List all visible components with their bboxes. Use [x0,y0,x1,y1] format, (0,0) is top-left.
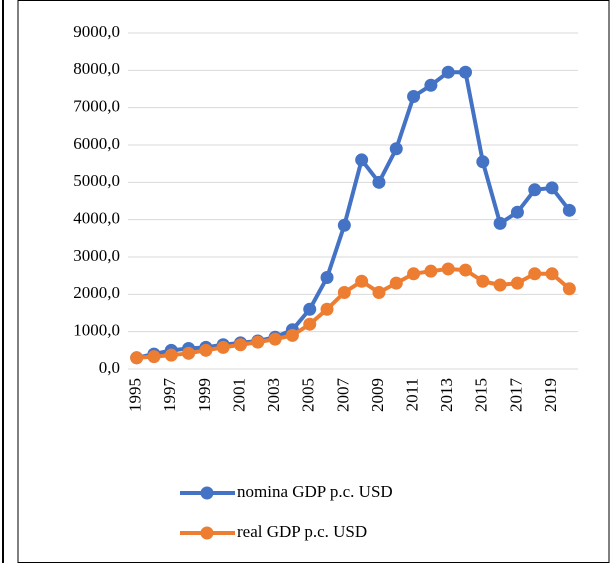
legend-marker [200,526,214,540]
data-point [441,65,455,79]
legend-marker [200,486,214,500]
data-point [545,181,559,195]
data-point [320,302,334,316]
data-point [407,89,421,103]
x-tick-label: 1999 [195,378,214,412]
x-tick-label: 2019 [541,378,560,412]
data-point [164,348,178,362]
x-tick-label: 1997 [160,378,179,413]
data-point [337,218,351,232]
legend-label: nomina GDP p.c. USD [237,482,393,501]
y-tick-label: 9000,0 [73,22,120,41]
y-tick-label: 4000,0 [73,209,120,228]
data-point [510,205,524,219]
x-tick-label: 2007 [333,378,352,413]
data-point [493,216,507,230]
data-point [320,271,334,285]
data-point [389,142,403,156]
y-tick-label: 2000,0 [73,283,120,302]
y-tick-label: 6000,0 [73,134,120,153]
data-point [528,267,542,281]
data-point [337,285,351,299]
y-tick-label: 7000,0 [73,97,120,116]
data-point [147,350,161,364]
data-point [424,78,438,92]
data-point [268,332,282,346]
data-point [355,153,369,167]
data-point [528,183,542,197]
legend-label: real GDP p.c. USD [237,522,367,541]
data-point [562,282,576,296]
data-point [285,328,299,342]
x-tick-label: 2005 [299,378,318,412]
y-tick-label: 0,0 [99,358,120,377]
data-point [372,175,386,189]
x-tick-label: 2001 [229,378,248,412]
x-tick-label: 2009 [368,378,387,412]
x-tick-label: 2003 [264,378,283,412]
data-point [303,302,317,316]
data-point [407,267,421,281]
data-point [372,285,386,299]
y-tick-label: 3000,0 [73,246,120,265]
data-point [562,203,576,217]
y-tick-label: 8000,0 [73,59,120,78]
data-point [389,276,403,290]
data-point [216,340,230,354]
x-tick-label: 2013 [437,378,456,412]
data-point [476,155,490,169]
data-point [424,264,438,278]
x-tick-label: 2011 [402,378,421,411]
data-point [441,262,455,276]
y-tick-label: 5000,0 [73,171,120,190]
data-point [234,338,247,352]
y-tick-label: 1000,0 [73,321,120,340]
series-line [136,70,571,360]
data-point [182,346,196,360]
x-tick-label: 2015 [472,378,491,412]
data-point [493,278,507,292]
data-point [510,276,524,290]
data-point [355,274,369,288]
data-point [130,351,144,365]
data-point [303,317,317,331]
x-tick-label: 1995 [126,378,145,412]
data-point [476,274,490,288]
data-point [545,267,559,281]
data-point [459,65,472,79]
data-point [459,263,472,277]
x-tick-label: 2017 [506,378,525,413]
data-point [251,335,265,349]
data-point [199,343,213,357]
